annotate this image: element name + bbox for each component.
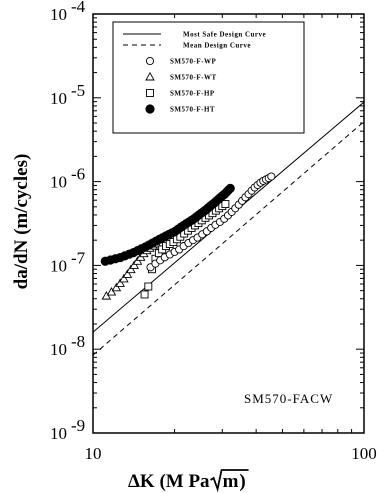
y-tick-label-exponent: -5 <box>71 81 85 100</box>
y-tick-label: 10 <box>50 89 67 108</box>
axis-tick-labels: 10-910-810-710-610-510-410 100 <box>50 0 377 463</box>
legend-label: SM570-F-WT <box>170 74 217 82</box>
x-tick-label: 10 <box>85 444 102 463</box>
data-point <box>267 172 276 181</box>
specimen-annotation: SM570-FACW <box>244 391 333 406</box>
legend-marker <box>146 89 154 97</box>
legend-label: Most Safe Design Curve <box>183 31 266 39</box>
data-point <box>111 282 122 292</box>
series-sm570-f-wp <box>146 172 276 272</box>
x-axis-title-radicand: m <box>223 471 239 492</box>
data-point <box>225 183 235 193</box>
data-point <box>129 260 140 269</box>
y-axis-title: da/dN (m/cycles) <box>11 154 32 290</box>
data-point <box>115 278 125 287</box>
radical-sign <box>210 469 249 493</box>
legend-box <box>112 21 305 134</box>
legend-label: SM570-F-HP <box>170 90 215 98</box>
y-tick-label: 10 <box>50 424 67 443</box>
data-point <box>140 290 149 299</box>
data-point <box>122 269 133 278</box>
legend-label: SM570-F-WP <box>170 58 216 66</box>
data-points <box>100 172 276 300</box>
data-point <box>126 264 136 274</box>
legend: Most Safe Design Curve Mean Design Curve S… <box>112 21 305 134</box>
mean-design-curve <box>93 121 364 356</box>
y-tick-label-exponent: -6 <box>71 165 85 184</box>
y-tick-label-exponent: -9 <box>71 416 85 435</box>
x-axis-title: ΔK (M Pa m) <box>128 469 249 493</box>
data-point <box>106 286 117 296</box>
legend-label: Mean Design Curve <box>183 42 251 50</box>
plot-frame <box>92 13 365 434</box>
x-axis-title-text: ΔK (M Pa <box>128 471 210 492</box>
y-tick-label-exponent: -4 <box>71 0 86 16</box>
x-tick-label: 100 <box>351 444 377 463</box>
series-sm570-f-ht <box>100 183 235 266</box>
y-tick-label: 10 <box>50 256 67 275</box>
design-curves <box>93 101 364 356</box>
axis-ticks <box>92 14 365 434</box>
data-point <box>119 273 129 283</box>
y-tick-label: 10 <box>50 5 67 24</box>
y-tick-label-exponent: -8 <box>71 332 85 351</box>
x-axis-title-close: ) <box>239 471 245 492</box>
y-tick-label: 10 <box>50 173 67 192</box>
legend-label: SM570-F-HT <box>170 106 215 114</box>
legend-marker <box>145 56 155 66</box>
legend-marker <box>145 104 155 114</box>
data-point <box>221 200 230 208</box>
y-tick-label: 10 <box>50 340 67 359</box>
legend-marker <box>145 71 155 81</box>
data-point <box>144 282 153 291</box>
y-tick-label-exponent: -7 <box>71 248 86 267</box>
